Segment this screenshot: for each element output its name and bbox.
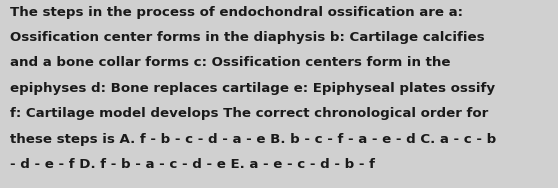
Text: The steps in the process of endochondral ossification are a:: The steps in the process of endochondral…	[10, 6, 463, 19]
Text: these steps is A. f - b - c - d - a - e B. b - c - f - a - e - d C. a - c - b: these steps is A. f - b - c - d - a - e …	[10, 133, 496, 146]
Text: Ossification center forms in the diaphysis b: Cartilage calcifies: Ossification center forms in the diaphys…	[10, 31, 485, 44]
Text: f: Cartilage model develops The correct chronological order for: f: Cartilage model develops The correct …	[10, 107, 488, 120]
Text: - d - e - f D. f - b - a - c - d - e E. a - e - c - d - b - f: - d - e - f D. f - b - a - c - d - e E. …	[10, 158, 375, 171]
Text: epiphyses d: Bone replaces cartilage e: Epiphyseal plates ossify: epiphyses d: Bone replaces cartilage e: …	[10, 82, 495, 95]
Text: and a bone collar forms c: Ossification centers form in the: and a bone collar forms c: Ossification …	[10, 56, 450, 69]
